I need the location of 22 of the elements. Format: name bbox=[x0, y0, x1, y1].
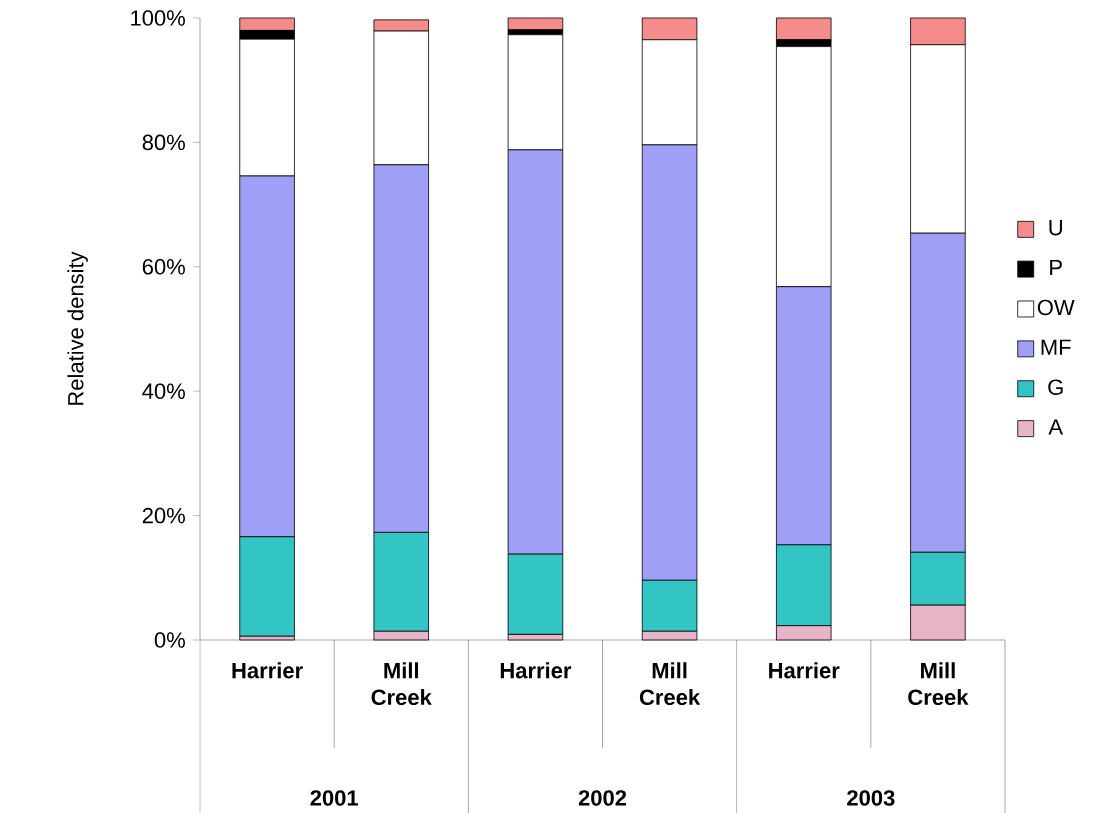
y-axis-title: Relative density bbox=[67, 251, 88, 405]
legend-label: P bbox=[1050, 259, 1062, 276]
x-tick-label: Harrier bbox=[500, 662, 572, 679]
x-tick-label: Harrier bbox=[232, 662, 303, 679]
y-tick-label: 60% bbox=[142, 258, 185, 275]
y-tick-label: 80% bbox=[142, 134, 185, 151]
legend-label: A bbox=[1048, 419, 1064, 435]
x-tick-label: Mill Creek bbox=[908, 662, 969, 706]
y-tick-label: 40% bbox=[142, 383, 185, 399]
x-tick-label: Mill Creek bbox=[371, 662, 432, 706]
y-tick-label: 0% bbox=[154, 632, 185, 648]
legend-label: OW bbox=[1037, 299, 1075, 316]
legend-label: G bbox=[1048, 379, 1063, 395]
y-tick-label: 100% bbox=[131, 10, 185, 26]
x-tick-label: Harrier bbox=[769, 662, 840, 679]
legend-label: U bbox=[1049, 220, 1062, 236]
y-tick-label: 20% bbox=[142, 507, 185, 524]
text: 2003 bbox=[847, 790, 895, 806]
legend-label: MF bbox=[1041, 339, 1071, 355]
text: 2002 bbox=[578, 790, 627, 806]
text: 2001 bbox=[310, 790, 359, 806]
x-tick-label: Mill Creek bbox=[639, 662, 701, 706]
